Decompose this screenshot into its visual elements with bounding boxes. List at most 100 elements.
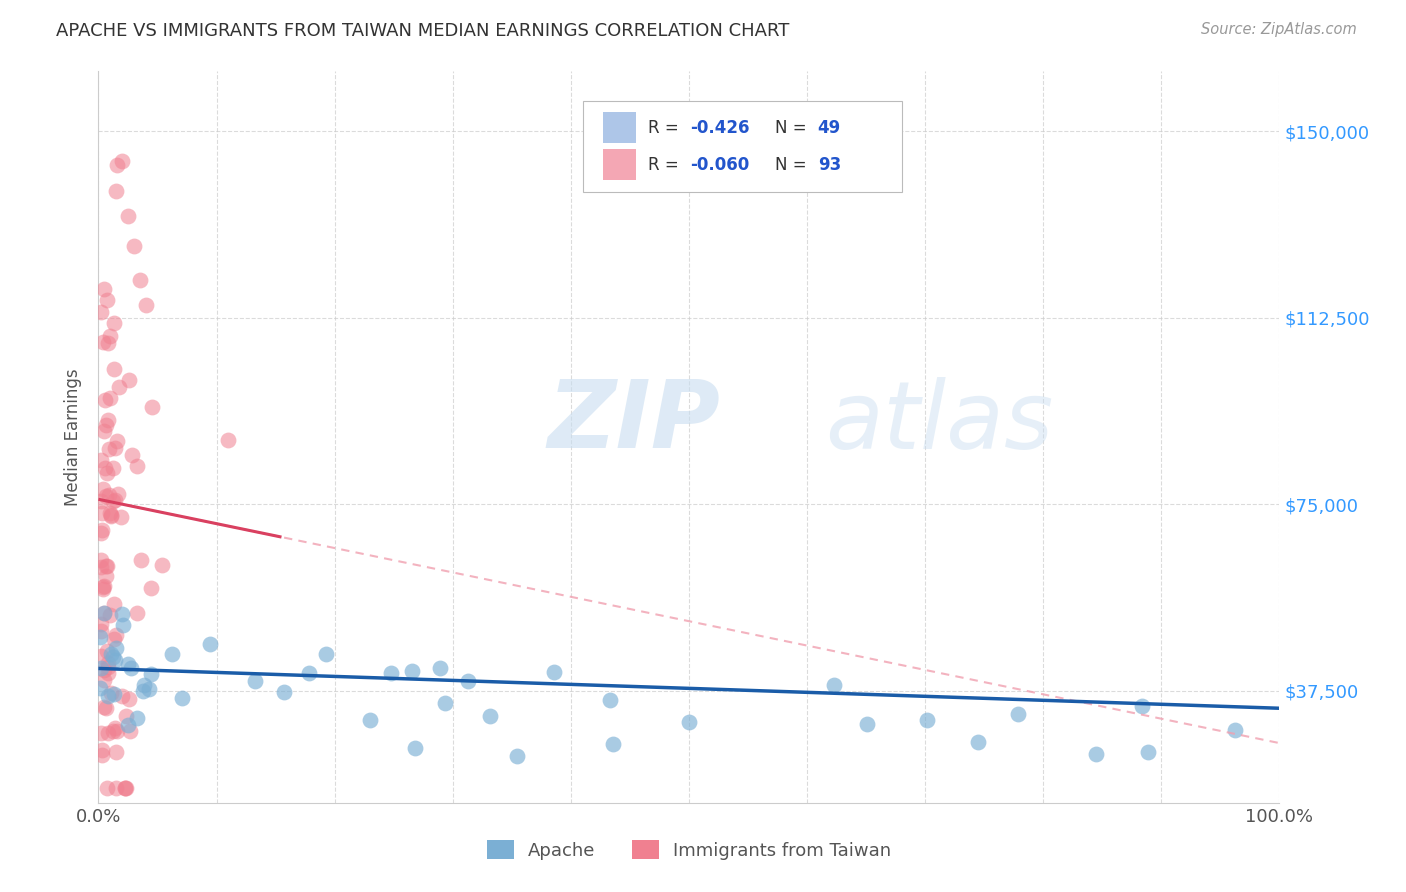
Point [105, 723, 128, 738]
Point [101, 650, 124, 665]
Point [1007, 707, 1029, 722]
Point [141, 582, 163, 596]
Point [101, 724, 124, 739]
Point [103, 632, 125, 646]
Point [97, 488, 120, 502]
Point [111, 689, 134, 703]
Point [91, 580, 114, 594]
Point [298, 666, 321, 681]
Point [96, 701, 118, 715]
Point [93, 579, 115, 593]
Point [97, 413, 120, 427]
Point [90, 624, 112, 638]
Point [90, 304, 112, 318]
Point [122, 238, 145, 252]
Point [121, 448, 143, 462]
Point [217, 433, 239, 447]
Point [104, 721, 127, 735]
Point [127, 711, 149, 725]
Point [103, 362, 125, 376]
Point [107, 380, 129, 394]
Point [98, 608, 121, 623]
Point [90, 526, 112, 541]
Point [359, 713, 381, 727]
Point [96, 780, 118, 795]
Point [90, 553, 112, 567]
Point [401, 665, 423, 679]
Point [97, 690, 120, 704]
Point [967, 735, 990, 749]
Point [89, 681, 111, 696]
Point [506, 748, 529, 763]
Point [1223, 723, 1246, 737]
Text: N =: N = [775, 119, 813, 136]
Point [315, 647, 337, 661]
Point [97, 660, 120, 674]
Point [100, 509, 122, 524]
Point [93, 699, 115, 714]
Point [90, 617, 112, 632]
Point [90, 743, 112, 757]
Legend: Apache, Immigrants from Taiwan: Apache, Immigrants from Taiwan [479, 833, 898, 867]
Point [94, 569, 117, 583]
Point [90, 559, 112, 574]
Point [103, 687, 125, 701]
Text: 49: 49 [818, 119, 841, 136]
Point [1130, 698, 1153, 713]
Point [103, 316, 125, 330]
Point [429, 661, 451, 675]
Y-axis label: Median Earnings: Median Earnings [65, 368, 83, 506]
Point [93, 424, 115, 438]
Point [104, 441, 127, 455]
Point [115, 709, 138, 723]
Point [93, 461, 115, 475]
Point [104, 653, 127, 667]
Point [98, 506, 121, 520]
Point [96, 559, 118, 574]
Point [90, 648, 112, 663]
Point [93, 606, 115, 620]
Point [129, 552, 152, 566]
Point [91, 582, 114, 597]
Point [93, 392, 115, 407]
Point [856, 717, 879, 731]
Point [90, 661, 112, 675]
Point [120, 724, 142, 739]
Point [90, 494, 112, 508]
Point [104, 628, 127, 642]
Point [110, 510, 132, 524]
Text: ZIP: ZIP [547, 376, 720, 468]
Point [90, 726, 112, 740]
Point [93, 606, 115, 620]
Point [105, 780, 128, 795]
Text: 93: 93 [818, 156, 841, 174]
Point [131, 684, 153, 698]
Point [160, 647, 183, 661]
Point [98, 391, 121, 405]
Point [115, 780, 138, 795]
Point [404, 740, 426, 755]
Point [103, 597, 125, 611]
Point [114, 780, 136, 795]
Point [128, 273, 150, 287]
Point [117, 209, 139, 223]
Point [105, 184, 128, 198]
Point [118, 692, 141, 706]
Point [96, 644, 118, 658]
Bar [603, 112, 636, 144]
Point [117, 717, 139, 731]
Point [90, 453, 112, 467]
Point [917, 713, 939, 727]
Point [97, 657, 120, 671]
Point [100, 685, 122, 699]
Text: Source: ZipAtlas.com: Source: ZipAtlas.com [1201, 22, 1357, 37]
Point [602, 737, 624, 751]
Point [245, 674, 267, 689]
Point [134, 678, 156, 692]
Text: R =: R = [648, 119, 683, 136]
Point [104, 492, 127, 507]
Point [96, 466, 118, 480]
Point [125, 458, 148, 473]
Point [823, 678, 845, 692]
Point [198, 637, 221, 651]
